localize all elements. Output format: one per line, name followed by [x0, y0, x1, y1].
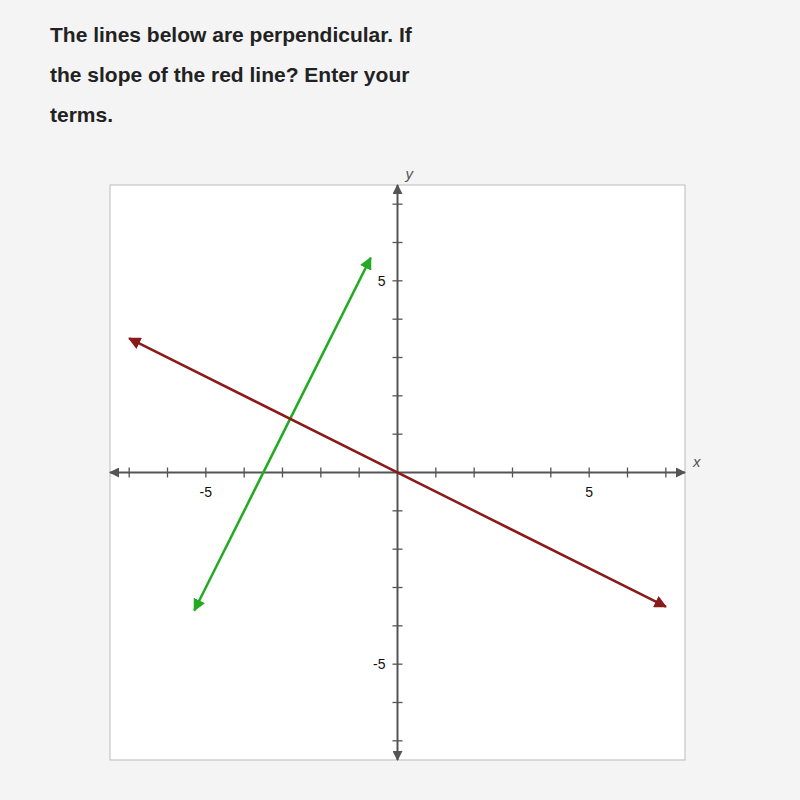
x-tick	[665, 468, 666, 478]
x-tick	[474, 468, 475, 478]
y-tick	[393, 319, 403, 320]
y-tick	[393, 510, 403, 511]
y-tick	[393, 702, 403, 703]
y-axis-label: y	[405, 165, 415, 182]
x-tick	[320, 468, 321, 478]
x-tick	[129, 468, 130, 478]
x-tick	[282, 468, 283, 478]
y-tick	[393, 625, 403, 626]
x-tick-label: -5	[200, 484, 213, 500]
title-line: the slope of the red line? Enter your	[50, 63, 409, 86]
x-tick	[435, 468, 436, 478]
series-line	[129, 338, 666, 606]
x-tick	[359, 468, 360, 478]
series-group	[129, 258, 666, 611]
x-tick	[167, 468, 168, 478]
x-axis-label: x	[692, 453, 701, 470]
y-tick	[393, 204, 403, 205]
y-tick	[393, 740, 403, 741]
x-tick	[205, 468, 206, 478]
y-tick	[393, 280, 403, 281]
y-tick	[393, 434, 403, 435]
y-tick	[393, 357, 403, 358]
title-line: The lines below are perpendicular. If	[50, 23, 413, 46]
y-tick	[393, 664, 403, 665]
series-line	[194, 258, 370, 611]
y-tick	[393, 395, 403, 396]
x-tick-label: 5	[585, 484, 593, 500]
plot-frame	[110, 185, 685, 760]
x-tick	[627, 468, 628, 478]
chart: The lines below are perpendicular. If the…	[0, 0, 800, 800]
x-tick	[589, 468, 590, 478]
x-tick	[550, 468, 551, 478]
y-tick	[393, 242, 403, 243]
y-tick-label: 5	[378, 273, 386, 289]
y-tick	[393, 587, 403, 588]
y-tick	[393, 549, 403, 550]
axes: -5 5 -5 5	[110, 185, 685, 760]
title-line: terms.	[50, 103, 113, 126]
y-tick-label: -5	[373, 656, 386, 672]
x-tick	[244, 468, 245, 478]
x-tick	[512, 468, 513, 478]
